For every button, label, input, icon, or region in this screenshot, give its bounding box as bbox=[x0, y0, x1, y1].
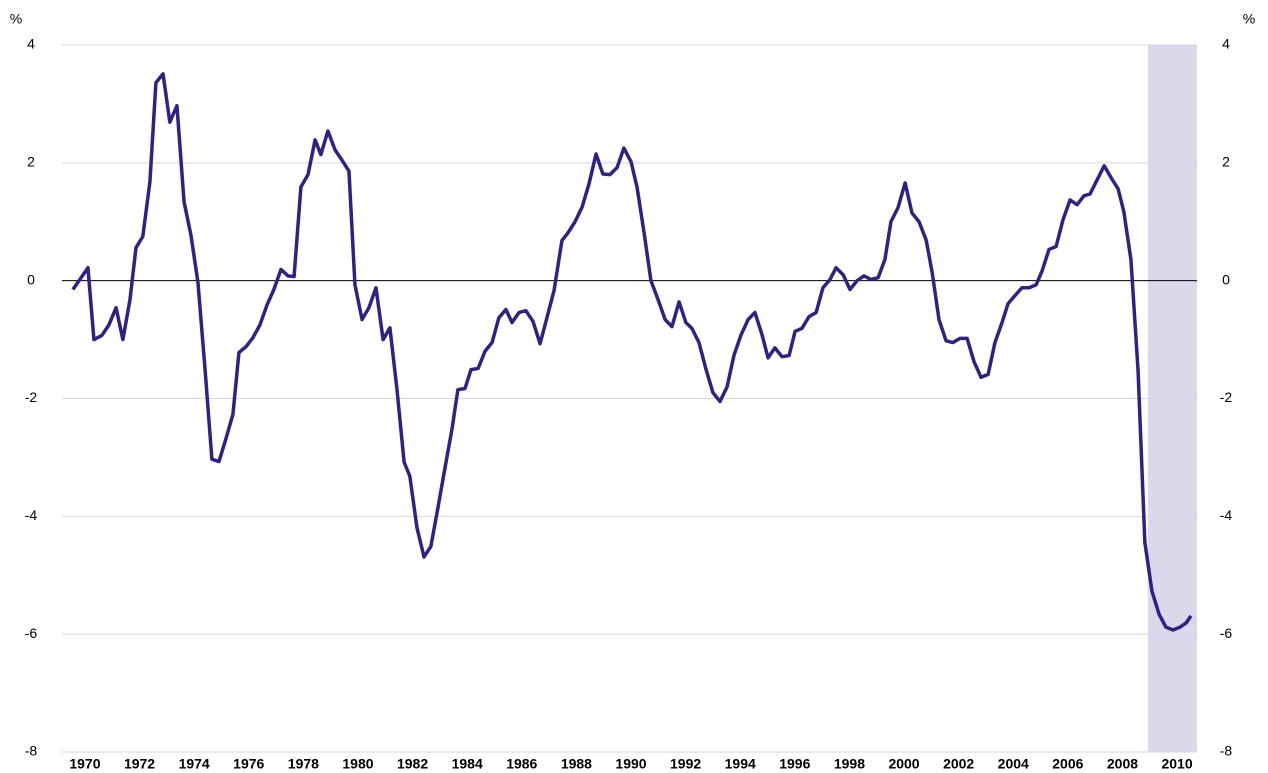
y2-tick-label: 2 bbox=[1222, 154, 1230, 170]
y2-tick-label: -2 bbox=[1220, 389, 1233, 405]
x-tick-label: 1992 bbox=[670, 756, 701, 772]
data-line bbox=[71, 72, 1193, 632]
y-tick-label: -8 bbox=[25, 743, 38, 759]
y2-axis-label: % bbox=[1243, 11, 1255, 27]
y-tick-label: -2 bbox=[25, 389, 38, 405]
x-tick-label: 1996 bbox=[779, 756, 810, 772]
x-tick-label: 1984 bbox=[452, 756, 483, 772]
y2-tick-label: 4 bbox=[1222, 36, 1230, 52]
x-tick-label: 1998 bbox=[834, 756, 865, 772]
x-tick-label: 1978 bbox=[288, 756, 319, 772]
x-tick-label: 1994 bbox=[725, 756, 756, 772]
y-tick-label: -4 bbox=[25, 507, 38, 523]
x-tick-label: 1970 bbox=[69, 756, 100, 772]
x-tick-label: 2004 bbox=[998, 756, 1029, 772]
x-tick-label: 2000 bbox=[888, 756, 919, 772]
y-tick-label: -6 bbox=[25, 625, 38, 641]
x-tick-label: 1972 bbox=[124, 756, 155, 772]
x-tick-label: 2010 bbox=[1161, 756, 1192, 772]
y2-tick-label: -4 bbox=[1220, 507, 1233, 523]
x-tick-label: 1974 bbox=[179, 756, 210, 772]
x-tick-label: 1986 bbox=[506, 756, 537, 772]
y-tick-label: 2 bbox=[27, 154, 35, 170]
y2-tick-label: -6 bbox=[1220, 625, 1233, 641]
x-tick-label: 1980 bbox=[342, 756, 373, 772]
x-tick-label: 1976 bbox=[233, 756, 264, 772]
y-tick-label: 4 bbox=[27, 36, 35, 52]
y2-tick-label: 0 bbox=[1222, 271, 1230, 287]
x-tick-label: 1988 bbox=[561, 756, 592, 772]
y2-tick-label: -8 bbox=[1220, 743, 1233, 759]
x-tick-label: 2008 bbox=[1107, 756, 1138, 772]
x-tick-label: 1982 bbox=[397, 756, 428, 772]
x-tick-label: 2002 bbox=[943, 756, 974, 772]
x-tick-label: 2006 bbox=[1052, 756, 1083, 772]
y-tick-label: 0 bbox=[27, 271, 35, 287]
x-tick-label: 1990 bbox=[615, 756, 646, 772]
y-axis-label: % bbox=[10, 11, 22, 27]
